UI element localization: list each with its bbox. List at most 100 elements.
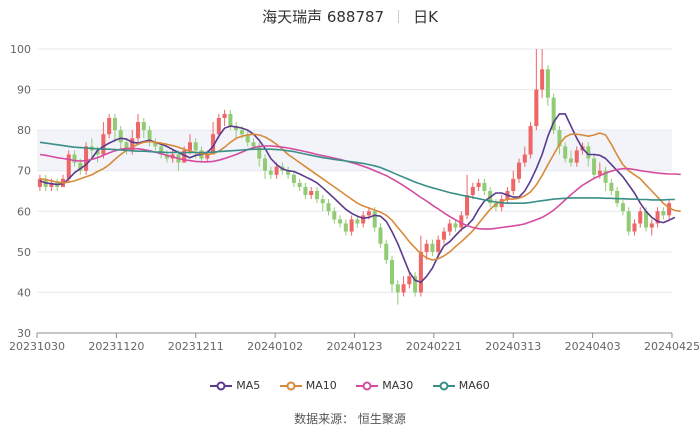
ma30-line xyxy=(39,145,681,230)
ma30-legend-icon xyxy=(356,381,379,390)
candle-up xyxy=(528,126,533,155)
candle-down xyxy=(286,170,291,175)
candle-down xyxy=(141,122,146,131)
x-tick-label: 20231120 xyxy=(88,340,144,353)
candle-up xyxy=(107,117,112,135)
candle-down xyxy=(586,146,591,159)
candle-down xyxy=(395,284,400,293)
candle-down xyxy=(620,203,625,212)
candle-down xyxy=(314,191,319,200)
candle-up xyxy=(418,251,423,293)
candle-down xyxy=(615,191,620,204)
candle-up xyxy=(459,215,464,228)
candle-down xyxy=(644,211,649,228)
candle-up xyxy=(401,284,406,293)
legend-item-ma5[interactable]: MA5 xyxy=(210,379,260,392)
y-tick-label: 70 xyxy=(17,165,31,178)
candle-down xyxy=(551,97,556,131)
candle-up xyxy=(638,211,643,224)
legend-item-ma60[interactable]: MA60 xyxy=(432,378,490,392)
data-source: 数据来源： 恒生聚源 xyxy=(294,412,406,426)
candle-down xyxy=(338,219,343,224)
candle-up xyxy=(366,211,371,216)
candle-down xyxy=(251,142,256,147)
candle-down xyxy=(78,162,83,171)
candle-down xyxy=(563,146,568,159)
candle-down xyxy=(603,170,608,183)
candle-up xyxy=(667,203,672,216)
plot-band-top xyxy=(37,49,672,90)
candle-down xyxy=(303,186,308,196)
candle-up xyxy=(447,223,452,232)
candle-down xyxy=(390,259,395,285)
candle-down xyxy=(112,117,117,131)
candle-up xyxy=(222,113,227,118)
candle-down xyxy=(72,154,77,163)
candle-up xyxy=(441,231,446,240)
candle-down xyxy=(545,69,550,98)
candle-down xyxy=(263,158,268,171)
candle-up xyxy=(534,89,539,127)
ma10-line xyxy=(39,132,681,261)
y-tick-label: 30 xyxy=(17,327,31,340)
y-tick-label: 50 xyxy=(17,246,31,259)
candle-up xyxy=(66,154,71,179)
candle-up xyxy=(274,166,279,175)
candle-up xyxy=(649,223,654,228)
candle-up xyxy=(216,117,221,135)
candle-up xyxy=(361,215,366,224)
candle-up xyxy=(632,223,637,232)
candle-up xyxy=(187,142,192,151)
candle-down xyxy=(118,130,123,143)
ma60-legend-icon xyxy=(432,381,455,390)
legend-label-ma30: MA30 xyxy=(382,378,414,392)
candle-down xyxy=(568,158,573,163)
x-tick-label: 20231211 xyxy=(168,340,224,353)
x-tick-label: 20240403 xyxy=(565,340,621,353)
candle-down xyxy=(326,203,331,212)
y-tick-label: 40 xyxy=(17,286,31,299)
candle-down xyxy=(592,158,597,175)
legend-label-ma60: MA60 xyxy=(458,378,490,392)
candle-up xyxy=(407,276,412,285)
candle-up xyxy=(130,138,135,151)
candle-up xyxy=(101,134,106,155)
candle-up xyxy=(522,154,527,163)
legend-label-ma10: MA10 xyxy=(305,378,337,392)
legend-item-ma10[interactable]: MA10 xyxy=(279,378,337,392)
candle-down xyxy=(124,142,129,151)
candle-up xyxy=(49,182,54,187)
candle-down xyxy=(234,126,239,131)
candle-down xyxy=(320,199,325,204)
y-tick-label: 90 xyxy=(17,84,31,97)
candle-up xyxy=(476,182,481,187)
x-tick-label: 20231030 xyxy=(9,340,65,353)
y-tick-label: 100 xyxy=(10,43,31,56)
y-tick-label: 80 xyxy=(17,124,31,137)
candle-up xyxy=(655,211,660,224)
candle-down xyxy=(493,203,498,208)
candle-up xyxy=(540,69,545,90)
candle-down xyxy=(297,182,302,187)
candle-down xyxy=(147,130,152,143)
x-tick-label: 20240123 xyxy=(327,340,383,353)
candle-down xyxy=(268,170,273,175)
candle-up xyxy=(84,146,89,171)
candle-down xyxy=(164,154,169,159)
candle-up xyxy=(182,150,187,163)
legend-label-ma5: MA5 xyxy=(236,378,261,392)
candle-down xyxy=(257,146,262,159)
candle-down xyxy=(355,219,360,224)
x-tick-label: 20240221 xyxy=(406,340,462,353)
candle-down xyxy=(343,223,348,232)
ma5-line xyxy=(39,113,676,284)
candle-up xyxy=(211,134,216,155)
x-tick-label: 20240313 xyxy=(485,340,541,353)
candle-down xyxy=(378,227,383,244)
candle-down xyxy=(239,130,244,135)
legend-item-ma30[interactable]: MA30 xyxy=(356,379,413,392)
candle-up xyxy=(465,195,470,216)
candle-down xyxy=(291,174,296,183)
candle-down xyxy=(430,243,435,252)
